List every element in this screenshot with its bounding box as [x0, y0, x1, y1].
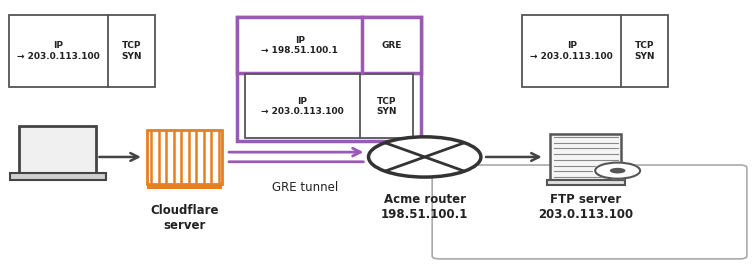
Circle shape — [595, 163, 640, 179]
FancyBboxPatch shape — [147, 185, 223, 189]
Text: TCP
SYN: TCP SYN — [635, 41, 655, 61]
FancyBboxPatch shape — [547, 180, 625, 185]
Text: IP
→ 198.51.100.1: IP → 198.51.100.1 — [262, 36, 338, 55]
Circle shape — [368, 137, 481, 177]
FancyBboxPatch shape — [9, 15, 155, 87]
Text: IP
→ 203.0.113.100: IP → 203.0.113.100 — [261, 96, 344, 116]
Text: GRE: GRE — [381, 41, 402, 50]
FancyBboxPatch shape — [522, 15, 669, 87]
FancyBboxPatch shape — [10, 173, 105, 180]
FancyBboxPatch shape — [147, 130, 223, 184]
Circle shape — [610, 168, 626, 173]
Text: IP
→ 203.0.113.100: IP → 203.0.113.100 — [530, 41, 613, 61]
Text: Cloudflare
server: Cloudflare server — [150, 204, 219, 232]
Text: GRE tunnel: GRE tunnel — [271, 181, 338, 194]
FancyBboxPatch shape — [245, 74, 414, 138]
FancyBboxPatch shape — [550, 134, 621, 180]
Text: TCP
SYN: TCP SYN — [121, 41, 142, 61]
Text: FTP server
203.0.113.100: FTP server 203.0.113.100 — [538, 193, 633, 221]
Text: Acme router
198.51.100.1: Acme router 198.51.100.1 — [381, 193, 468, 221]
Text: TCP
SYN: TCP SYN — [376, 96, 397, 116]
FancyBboxPatch shape — [238, 18, 421, 73]
FancyBboxPatch shape — [238, 18, 421, 141]
FancyBboxPatch shape — [19, 126, 96, 174]
Circle shape — [593, 162, 642, 179]
Text: IP
→ 203.0.113.100: IP → 203.0.113.100 — [17, 41, 100, 61]
